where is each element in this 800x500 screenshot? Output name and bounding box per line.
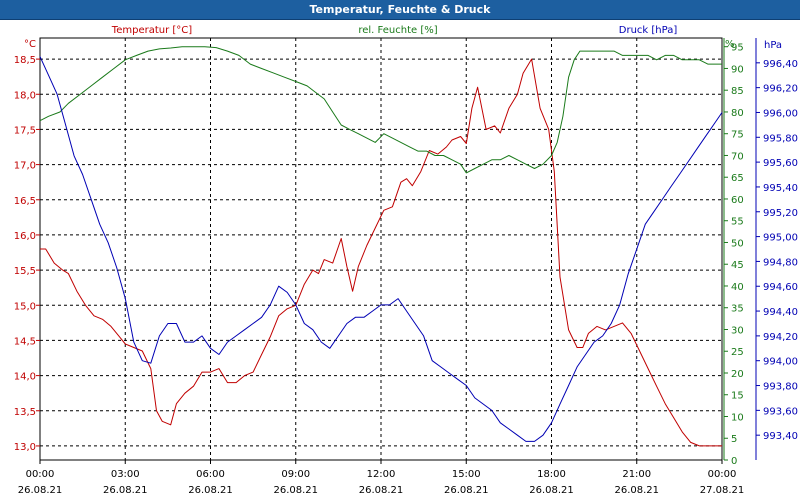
humidity-tick-label: 60 (731, 195, 744, 206)
x-tick-time: 00:00 (708, 469, 737, 480)
humidity-tick-label: 80 (731, 108, 744, 119)
humidity-axis-label: rel. Feuchte [%] (358, 25, 437, 36)
humidity-tick-label: 75 (731, 130, 744, 141)
humidity-tick-label: 15 (731, 391, 744, 402)
humidity-tick-label: 45 (731, 260, 744, 271)
temperature-tick-label: 17,5 (14, 125, 36, 136)
series-line-humidity (39, 46, 722, 174)
temperature-tick-label: 13,0 (14, 442, 36, 453)
humidity-tick-label: 25 (731, 347, 744, 358)
temperature-tick-label: 14,5 (14, 336, 36, 347)
pressure-tick-label: 995,40 (763, 183, 798, 194)
pressure-tick-label: 996,00 (763, 108, 798, 119)
pressure-tick-label: 995,00 (763, 233, 798, 244)
humidity-tick-label: 65 (731, 173, 744, 184)
pressure-tick-label: 994,60 (763, 282, 798, 293)
series-line-pressure (39, 56, 723, 442)
x-tick-date: 26.08.21 (529, 485, 574, 496)
humidity-tick-label: 10 (731, 412, 744, 423)
humidity-tick-label: 90 (731, 64, 744, 75)
x-tick-time: 12:00 (367, 469, 396, 480)
chart-title-bar: Temperatur, Feuchte & Druck (0, 0, 800, 20)
humidity-tick-label: 95 (731, 43, 744, 54)
pressure-tick-label: 994,00 (763, 357, 798, 368)
pressure-tick-label: 996,20 (763, 84, 798, 95)
humidity-tick-label: 70 (731, 151, 744, 162)
temperature-unit: °C (24, 39, 36, 50)
pressure-tick-label: 994,80 (763, 257, 798, 268)
humidity-tick-label: 85 (731, 86, 744, 97)
temperature-tick-label: 17,0 (14, 161, 36, 172)
pressure-tick-label: 994,40 (763, 307, 798, 318)
temperature-tick-label: 16,0 (14, 231, 36, 242)
humidity-tick-label: 40 (731, 282, 744, 293)
humidity-tick-label: 35 (731, 304, 744, 315)
humidity-tick-label: 5 (731, 434, 737, 445)
x-tick-date: 26.08.21 (614, 485, 659, 496)
pressure-tick-label: 995,60 (763, 158, 798, 169)
humidity-unit: % (725, 39, 735, 50)
x-tick-time: 09:00 (281, 469, 310, 480)
pressure-tick-label: 993,40 (763, 431, 798, 442)
humidity-tick-label: 50 (731, 238, 744, 249)
x-tick-date: 26.08.21 (444, 485, 489, 496)
pressure-tick-label: 993,80 (763, 382, 798, 393)
x-tick-time: 03:00 (111, 469, 140, 480)
pressure-axis-label: Druck [hPa] (619, 25, 678, 36)
temperature-tick-label: 16,5 (14, 196, 36, 207)
series-line-temperature (40, 58, 722, 447)
pressure-tick-label: 996,40 (763, 59, 798, 70)
temperature-tick-label: 15,0 (14, 301, 36, 312)
humidity-tick-label: 20 (731, 369, 744, 380)
temperature-tick-label: 18,0 (14, 90, 36, 101)
temperature-tick-label: 14,0 (14, 372, 36, 383)
x-tick-date: 26.08.21 (18, 485, 63, 496)
pressure-tick-label: 995,20 (763, 208, 798, 219)
temperature-tick-label: 18,5 (14, 55, 36, 66)
x-tick-date: 26.08.21 (273, 485, 318, 496)
x-tick-time: 18:00 (537, 469, 566, 480)
temperature-axis-label: Temperatur [°C] (111, 25, 192, 36)
x-tick-date: 26.08.21 (103, 485, 148, 496)
x-tick-time: 06:00 (196, 469, 225, 480)
temperature-tick-label: 13,5 (14, 407, 36, 418)
pressure-tick-label: 995,80 (763, 133, 798, 144)
x-tick-date: 26.08.21 (359, 485, 404, 496)
x-tick-date: 26.08.21 (188, 485, 233, 496)
humidity-tick-label: 0 (731, 456, 737, 467)
x-tick-time: 15:00 (452, 469, 481, 480)
humidity-tick-label: 55 (731, 217, 744, 228)
pressure-unit: hPa (764, 40, 782, 51)
pressure-tick-label: 994,20 (763, 332, 798, 343)
humidity-tick-label: 30 (731, 325, 744, 336)
chart-title: Temperatur, Feuchte & Druck (309, 3, 491, 16)
x-tick-time: 00:00 (26, 469, 55, 480)
x-tick-date: 27.08.21 (700, 485, 745, 496)
pressure-tick-label: 993,60 (763, 406, 798, 417)
x-tick-time: 21:00 (622, 469, 651, 480)
temperature-tick-label: 15,5 (14, 266, 36, 277)
